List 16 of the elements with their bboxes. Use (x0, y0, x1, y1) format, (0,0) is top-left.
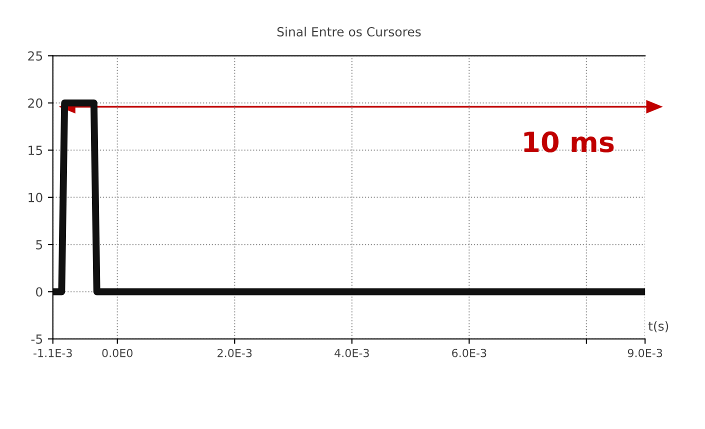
y-tick-label: 10 (28, 192, 42, 202)
y-tick-label: 15 (28, 146, 42, 156)
chart-title: Sinal Entre os Cursores (277, 26, 421, 37)
y-tick-label: 20 (28, 98, 42, 108)
x-tick-label: 9.0E-3 (628, 348, 662, 358)
annotation: 10 ms (524, 131, 614, 152)
x-tick-label: 6.0E-3 (452, 348, 486, 358)
x-tick-label: -1.1E-3 (34, 348, 72, 358)
x-tick-label: 4.0E-3 (334, 348, 369, 358)
x-tick-label: 0.0E0 (102, 348, 133, 358)
y-tick-label: 5 (36, 240, 42, 250)
y-tick-label: -5 (31, 334, 42, 344)
x-axis-title: t(s) (648, 321, 668, 332)
x-tick-label: 2.0E-3 (218, 348, 252, 358)
y-tick-label: 0 (36, 287, 42, 297)
y-tick-label: 25 (28, 51, 42, 61)
